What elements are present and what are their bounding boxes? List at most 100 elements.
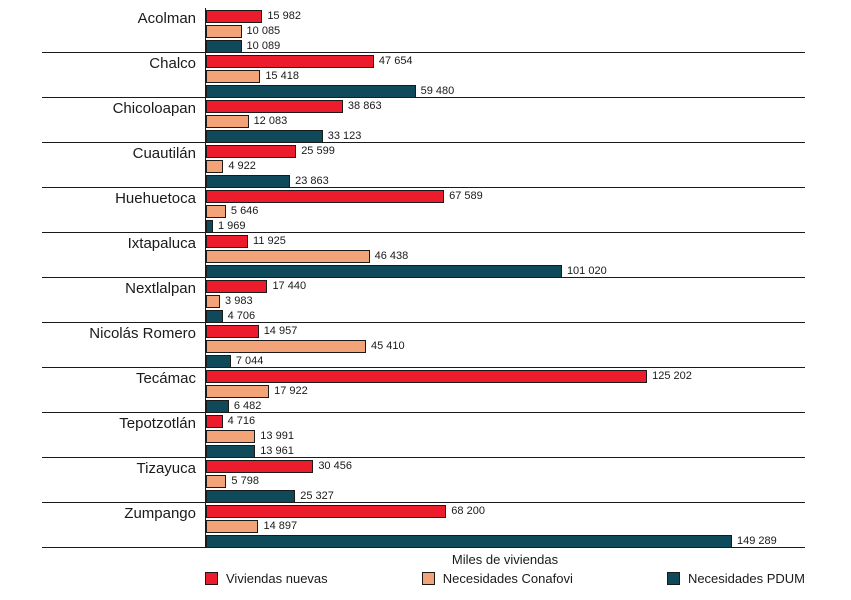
bar-line: 7 044 [206, 355, 805, 368]
bar-viviendas-nuevas [206, 55, 374, 68]
bar-value-label: 25 599 [301, 145, 335, 157]
bar-value-label: 4 922 [228, 160, 256, 172]
bar-necesidades-conafovi [206, 295, 221, 308]
bar-line: 4 922 [206, 160, 805, 173]
category-row: Tecámac 125 202 17 922 6 482 [42, 368, 805, 413]
bar-line: 10 085 [206, 25, 805, 38]
category-bars-group: 15 982 10 085 10 089 [205, 8, 805, 53]
bar-line: 17 440 [206, 280, 805, 293]
bar-line: 59 480 [206, 85, 805, 98]
category-label: Huehuetoca [115, 190, 196, 207]
bar-value-label: 67 589 [449, 190, 483, 202]
bar-necesidades-conafovi [206, 250, 370, 263]
bar-necesidades-conafovi [206, 430, 256, 443]
bar-line: 25 599 [206, 145, 805, 158]
bar-value-label: 13 991 [260, 430, 294, 442]
bar-line: 68 200 [206, 505, 805, 518]
category-bars-group: 11 925 46 438 101 020 [205, 233, 805, 278]
bar-line: 1 969 [206, 220, 805, 233]
bar-line: 125 202 [206, 370, 805, 383]
bar-line: 25 327 [206, 490, 805, 503]
bar-line: 11 925 [206, 235, 805, 248]
bar-value-label: 5 798 [231, 475, 259, 487]
bar-line: 15 982 [206, 10, 805, 23]
category-bars-group: 38 863 12 083 33 123 [205, 98, 805, 143]
bar-line: 3 983 [206, 295, 805, 308]
category-row: Acolman 15 982 10 085 10 089 [42, 8, 805, 53]
bar-line: 14 897 [206, 520, 805, 533]
legend: Viviendas nuevas Necesidades Conafovi Nece… [205, 571, 805, 586]
category-label: Tecámac [135, 370, 196, 387]
bar-line: 4 716 [206, 415, 805, 428]
bar-line: 10 089 [206, 40, 805, 53]
bar-value-label: 10 085 [246, 25, 281, 37]
bar-viviendas-nuevas [206, 280, 268, 293]
bar-value-label: 15 982 [267, 10, 301, 22]
bar-value-label: 68 200 [451, 505, 485, 517]
bar-line: 4 706 [206, 310, 805, 323]
bar-value-label: 1 969 [217, 220, 246, 232]
bar-value-label: 12 083 [253, 115, 288, 127]
category-bars-group: 68 200 14 897 149 289 [205, 503, 805, 548]
category-bars-group: 14 957 45 410 7 044 [205, 323, 805, 368]
bar-value-label: 149 289 [737, 535, 777, 547]
category-row: Chicoloapan 38 863 12 083 33 123 [42, 98, 805, 143]
bar-line: 67 589 [206, 190, 805, 203]
legend-label: Viviendas nuevas [226, 571, 328, 586]
bar-value-label: 30 456 [318, 460, 352, 472]
bar-value-label: 101 020 [566, 265, 607, 277]
bar-line: 23 863 [206, 175, 805, 188]
bar-value-label: 6 482 [233, 400, 262, 412]
bar-viviendas-nuevas [206, 370, 648, 383]
category-label: Ixtapaluca [127, 235, 196, 252]
legend-item-viviendas-nuevas: Viviendas nuevas [205, 571, 328, 586]
bar-value-label: 3 983 [225, 295, 253, 307]
bar-value-label: 59 480 [420, 85, 455, 97]
bar-necesidades-pdum [206, 535, 733, 548]
bar-necesidades-pdum [206, 310, 223, 323]
chart-area: Acolman 15 982 10 085 10 089 Chalco 47 654 15 … [42, 8, 805, 548]
bar-value-label: 11 925 [253, 235, 286, 247]
bar-line: 5 646 [206, 205, 805, 218]
category-row: Chalco 47 654 15 418 59 480 [42, 53, 805, 98]
category-label: Tizayuca [136, 460, 196, 477]
bar-line: 47 654 [206, 55, 805, 68]
bar-necesidades-conafovi [206, 160, 224, 173]
bar-necesidades-pdum [206, 175, 291, 188]
bar-value-label: 5 646 [230, 205, 259, 217]
bar-line: 5 798 [206, 475, 805, 488]
legend-label: Necesidades PDUM [687, 571, 805, 586]
category-row: Nicolás Romero 14 957 45 410 7 044 [42, 323, 805, 368]
bar-viviendas-nuevas [206, 190, 445, 203]
bar-line: 13 961 [206, 445, 805, 458]
category-bars-group: 47 654 15 418 59 480 [205, 53, 805, 98]
bar-necesidades-conafovi [206, 475, 227, 488]
category-bars-group: 30 456 5 798 25 327 [205, 458, 805, 503]
category-label: Nicolás Romero [89, 325, 196, 342]
bar-value-label: 4 716 [227, 415, 256, 427]
category-row: Nextlalpan 17 440 3 983 4 706 [42, 278, 805, 323]
bar-necesidades-conafovi [206, 385, 270, 398]
bar-necesidades-pdum [206, 400, 229, 413]
bar-necesidades-pdum [206, 130, 323, 143]
category-label: Nextlalpan [125, 280, 196, 297]
bar-necesidades-pdum [206, 265, 562, 278]
category-label: Cuautilán [132, 145, 196, 162]
legend-swatch-icon [666, 572, 680, 585]
bar-value-label: 45 410 [371, 340, 405, 352]
bar-necesidades-conafovi [206, 340, 366, 353]
bar-necesidades-conafovi [206, 70, 261, 83]
bar-necesidades-pdum [206, 85, 416, 98]
legend-label: Necesidades Conafovi [442, 571, 573, 586]
bar-viviendas-nuevas [206, 415, 223, 428]
bar-line: 46 438 [206, 250, 805, 263]
bar-line: 101 020 [206, 265, 805, 278]
x-axis-label: Miles de viviendas [451, 552, 559, 567]
bar-line: 38 863 [206, 100, 805, 113]
bar-line: 12 083 [206, 115, 805, 128]
bar-viviendas-nuevas [206, 100, 343, 113]
bar-value-label: 46 438 [374, 250, 409, 262]
bar-necesidades-conafovi [206, 115, 249, 128]
category-label: Tepotzotlán [119, 415, 196, 432]
